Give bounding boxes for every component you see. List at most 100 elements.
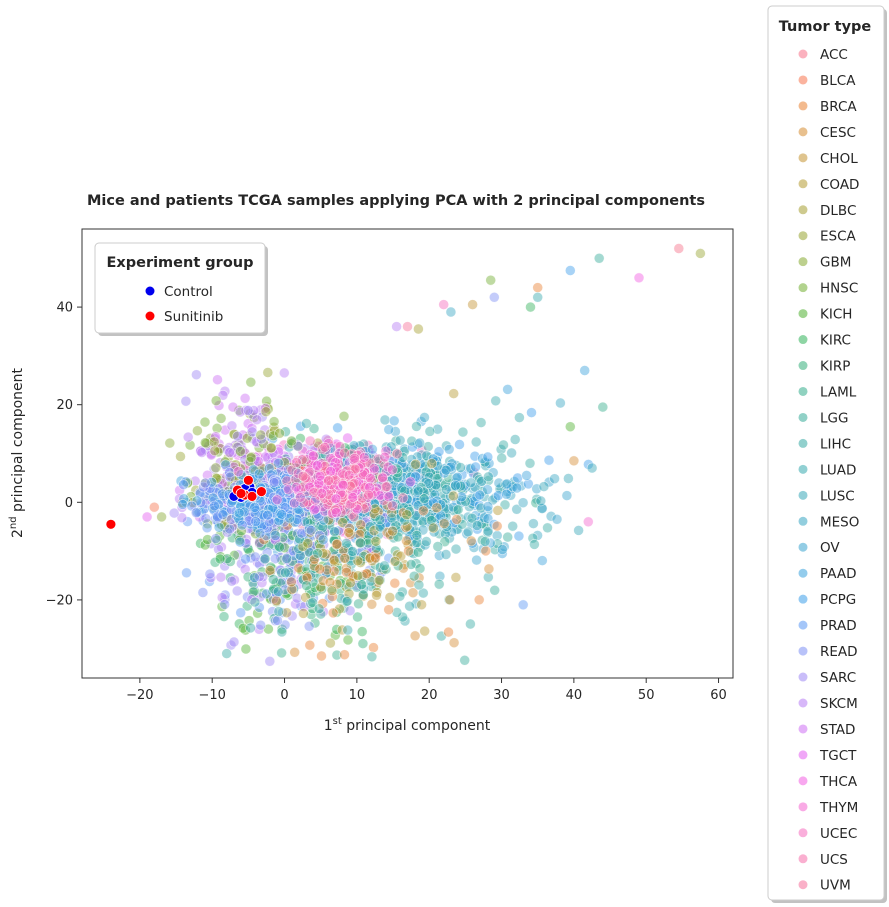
patient-point [221, 648, 232, 659]
patient-point [341, 596, 353, 607]
tumor-legend-label: LAML [820, 384, 857, 400]
tumor-legend-marker [798, 438, 808, 448]
patient-point [549, 473, 560, 485]
patient-point [249, 572, 260, 583]
x-tick-label: 60 [710, 688, 727, 703]
experiment-legend-title: Experiment group [106, 255, 253, 271]
patient-point [451, 514, 463, 525]
patient-point [242, 405, 254, 416]
patient-point [341, 566, 352, 578]
patient-point [408, 570, 420, 582]
patient-point [213, 521, 225, 533]
tumor-legend-label: BLCA [820, 73, 856, 89]
patient-point [217, 509, 229, 521]
tumor-legend-label: UCS [820, 852, 848, 868]
patient-point [276, 509, 288, 520]
patient-point [355, 519, 367, 531]
patient-point [532, 291, 544, 303]
patient-point [506, 447, 517, 459]
patient-point [418, 493, 430, 505]
patient-point [370, 535, 382, 547]
patient-point [342, 432, 353, 444]
patient-point [245, 452, 257, 464]
tumor-legend-marker [798, 880, 808, 890]
patient-point [568, 455, 580, 467]
tumor-legend-marker [798, 776, 808, 786]
patient-point [521, 470, 532, 481]
tumor-legend-label: DLBC [820, 203, 856, 219]
patient-point [379, 560, 390, 572]
tumor-legend-label: CHOL [820, 151, 858, 167]
patient-point [507, 520, 519, 532]
patient-point [141, 511, 153, 523]
patient-point [517, 599, 529, 611]
patient-point [421, 536, 432, 547]
sunitinib-marker [145, 311, 155, 321]
patient-point [255, 619, 267, 631]
tumor-legend-marker [798, 361, 808, 371]
tumor-legend-marker [798, 231, 808, 241]
patient-point [490, 395, 502, 407]
tumor-legend-label: SKCM [820, 696, 858, 712]
y-axis-label: 2nd principal component [8, 367, 26, 538]
patient-point [233, 507, 245, 519]
patient-point [419, 625, 431, 637]
patient-point [249, 596, 261, 608]
sunitinib-mouse-point [235, 488, 247, 499]
patient-point [245, 376, 257, 388]
patient-point [182, 431, 194, 443]
patient-point [232, 430, 243, 442]
patient-point [443, 443, 455, 455]
patient-point [438, 518, 450, 529]
x-axis-label: 1st principal component [324, 716, 491, 734]
patient-point [561, 490, 573, 501]
patient-point [268, 477, 280, 488]
patient-point [271, 494, 283, 506]
patient-point [389, 556, 401, 567]
tumor-legend-marker [798, 257, 808, 267]
tumor-legend-marker [798, 309, 808, 319]
patient-point [347, 546, 358, 557]
sunitinib-mouse-point [246, 490, 258, 502]
patient-point [332, 422, 343, 434]
patient-point [418, 505, 429, 517]
patient-point [331, 538, 343, 550]
patient-point [342, 624, 354, 636]
patient-point [304, 639, 316, 651]
patient-point [371, 589, 382, 601]
patient-point [327, 607, 339, 619]
patient-point [276, 626, 288, 638]
patient-point [210, 395, 222, 407]
patient-point [440, 464, 452, 476]
patient-point [326, 585, 338, 597]
patient-point [512, 472, 523, 484]
tumor-legend-marker [798, 490, 808, 500]
tumor-legend-label: THYM [819, 800, 858, 816]
patient-point [301, 580, 312, 592]
patient-point [249, 502, 260, 513]
tumor-legend-marker [798, 386, 808, 396]
tumor-legend-marker [798, 594, 808, 604]
patient-point [492, 505, 504, 516]
patient-point [440, 549, 452, 560]
patient-point [240, 553, 251, 565]
patient-point [314, 563, 326, 575]
patient-point [208, 436, 220, 448]
tumor-legend-label: READ [820, 644, 858, 660]
experiment-legend-label-sunitinib: Sunitinib [164, 309, 223, 325]
patient-point [563, 473, 574, 484]
patient-point [355, 537, 366, 549]
patient-point [289, 646, 301, 658]
tumor-legend-label: TGCT [819, 748, 857, 764]
patient-point [448, 388, 460, 399]
patient-point [582, 516, 594, 528]
tumor-legend-label: GBM [820, 255, 851, 271]
patient-point [210, 462, 222, 474]
patient-point [529, 539, 540, 550]
patient-point [319, 441, 331, 453]
patient-point [356, 626, 368, 637]
patient-point [467, 299, 478, 310]
tumor-legend-label: MESO [820, 514, 859, 530]
tumor-legend-label: LUAD [820, 462, 856, 478]
